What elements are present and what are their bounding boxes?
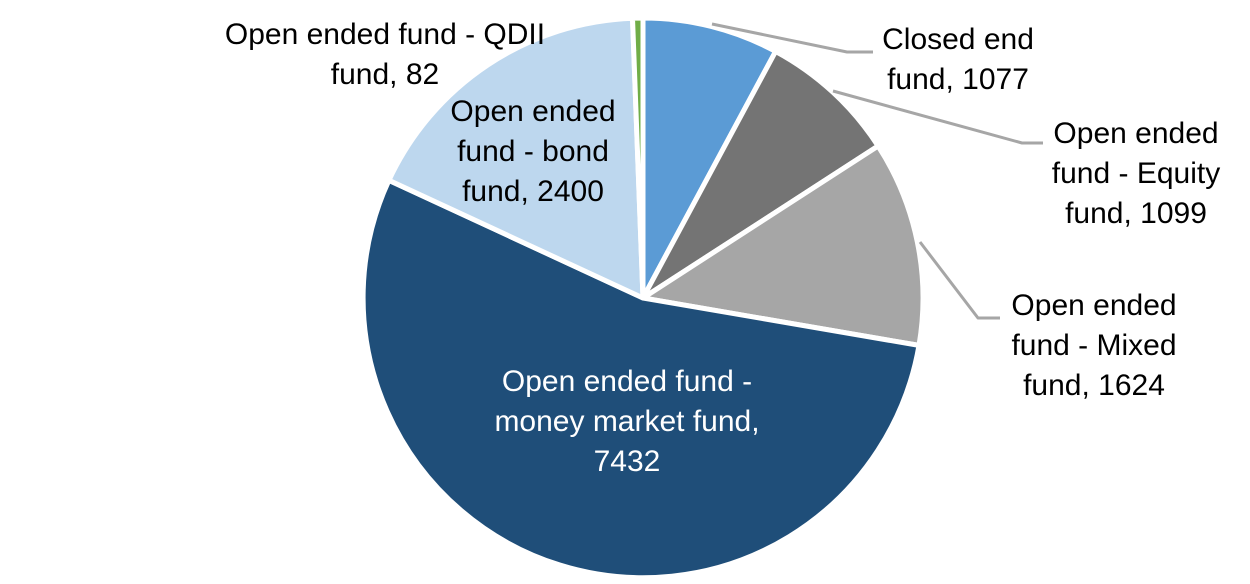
leader-line-mixed-fund (918, 241, 1000, 320)
leader-lines-group (711, 22, 1043, 320)
pie-slice-open-ended-fund-mixed-fund (640, 143, 926, 348)
pie-slice-open-ended-fund-bond-fund (386, 15, 646, 301)
data-label-money-market-fund: Open ended fund - money market fund, 743… (494, 365, 760, 478)
data-label-mixed-fund: Open ended fund - Mixed fund, 1624 (1011, 289, 1177, 402)
data-label-qdii-fund: Open ended fund - QDII fund, 82 (224, 18, 546, 91)
pie-slice-open-ended-fund-qdii-fund (630, 15, 646, 301)
pie-slices-group (360, 15, 926, 581)
data-label-equity-fund: Open ended fund - Equity fund, 1099 (1051, 117, 1221, 230)
pie-slice-open-ended-fund-money-market-fund (360, 177, 922, 581)
leader-line-equity-fund (832, 89, 1043, 145)
data-label-bond-fund: Open ended fund - bond fund, 2400 (450, 95, 616, 208)
data-label-closed-end-fund: Closed end fund, 1077 (882, 23, 1034, 96)
pie-slice-closed-end-fund (640, 15, 779, 301)
leader-line-closed-end-fund (711, 22, 873, 54)
